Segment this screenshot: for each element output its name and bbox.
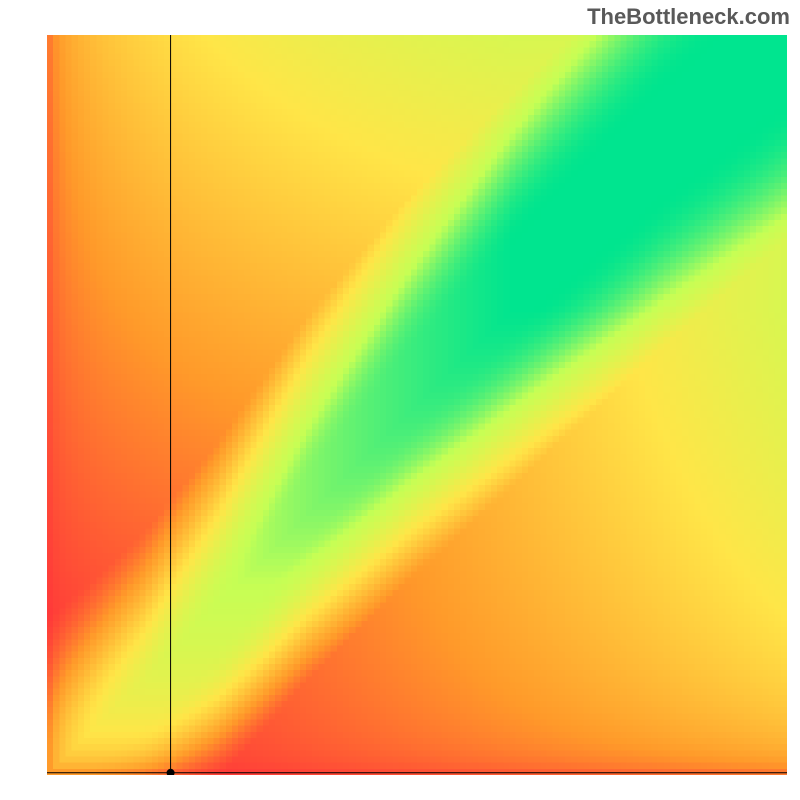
chart-container: TheBottleneck.com [0,0,800,800]
plot-frame [47,35,787,775]
heatmap-canvas [47,35,787,775]
watermark-text: TheBottleneck.com [587,4,790,30]
